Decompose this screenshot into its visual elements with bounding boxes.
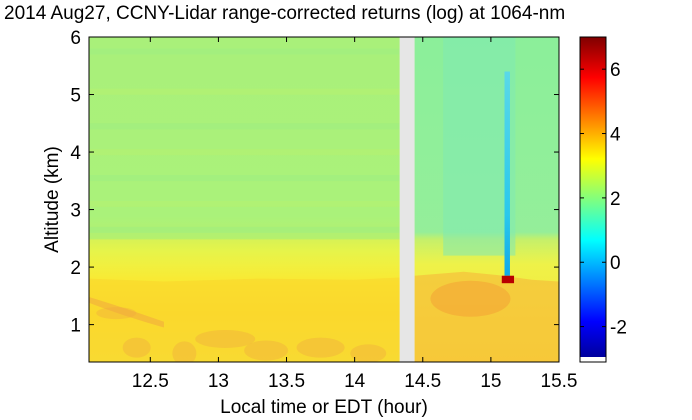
aerosol-patch (172, 341, 197, 362)
y-tick-label: 6 (70, 28, 81, 49)
texture-stripe (89, 48, 400, 55)
plot-frame (88, 36, 560, 363)
aerosol-layer-streak (89, 297, 164, 328)
cloud-base-mark (501, 275, 515, 284)
texture-stripe (89, 149, 400, 156)
chart-title: 2014 Aug27, CCNY-Lidar range-corrected r… (4, 3, 565, 24)
aerosol-patch (296, 337, 345, 358)
x-tick-label: 15 (480, 371, 501, 392)
texture-stripe (89, 226, 400, 233)
colorbar-low-band (580, 357, 606, 362)
x-axis: 12.5 13 13.5 14 14.5 15 15.5 (132, 37, 578, 392)
aerosol-patch (244, 340, 289, 361)
y-tick-label: 5 (70, 86, 81, 107)
aerosol-patch (195, 329, 256, 348)
texture-stripe (89, 200, 400, 207)
aerosol-patch (350, 344, 387, 362)
x-tick-label: 13 (208, 371, 229, 392)
colorbar-tick-label: -2 (610, 318, 627, 339)
attenuation-column (504, 71, 510, 276)
texture-stripe (89, 88, 400, 95)
texture-stripe (89, 123, 400, 130)
y-axis: 1 2 3 4 5 6 (70, 28, 559, 337)
y-tick-label: 3 (70, 201, 81, 222)
colorbar-gradient (580, 37, 606, 362)
colorbar-tick-label: 4 (610, 125, 621, 146)
colorbar-tick-label: 6 (610, 60, 621, 81)
colorbar-tick-label: 2 (610, 189, 621, 210)
x-tick-label: 13.5 (268, 371, 305, 392)
x-axis-label: Local time or EDT (hour) (220, 397, 428, 418)
texture-stripe (89, 175, 400, 182)
y-tick-label: 2 (70, 258, 81, 279)
x-tick-label: 12.5 (132, 371, 169, 392)
aerosol-patch (430, 280, 511, 317)
aerosol-patch (122, 337, 151, 358)
y-axis-label: Altitude (km) (42, 146, 63, 253)
clear-air-band (443, 37, 516, 256)
colorbar-frame (579, 36, 607, 363)
colorbar-tick-label: 0 (610, 253, 621, 274)
x-tick-label: 15.5 (541, 371, 578, 392)
heatmap-area (89, 37, 559, 362)
x-tick-label: 14.5 (404, 371, 441, 392)
colorbar: -2 0 2 4 6 (579, 36, 627, 363)
y-tick-label: 1 (70, 316, 81, 337)
y-tick-label: 4 (70, 143, 81, 164)
data-gap (399, 37, 415, 362)
boundary-layer-right-fill (414, 271, 559, 362)
x-tick-label: 14 (344, 371, 366, 392)
